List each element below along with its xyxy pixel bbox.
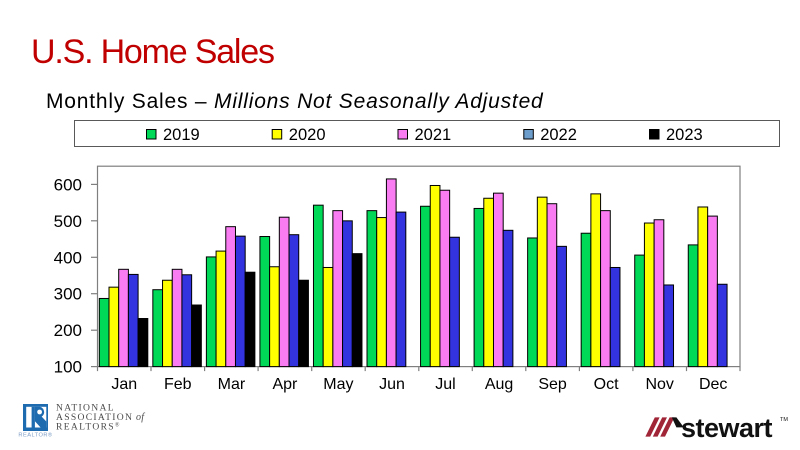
- svg-text:Nov: Nov: [645, 376, 673, 393]
- svg-text:Oct: Oct: [594, 376, 619, 393]
- svg-text:stewart: stewart: [681, 413, 773, 443]
- svg-text:2020: 2020: [289, 126, 326, 144]
- svg-text:Feb: Feb: [164, 376, 192, 393]
- svg-text:200: 200: [54, 321, 82, 340]
- svg-text:2019: 2019: [163, 126, 200, 144]
- svg-text:REALTOR®: REALTOR®: [18, 432, 52, 439]
- svg-text:Mar: Mar: [218, 376, 246, 393]
- svg-text:NATIONAL: NATIONAL: [56, 403, 115, 414]
- svg-text:2022: 2022: [540, 126, 577, 144]
- svg-text:May: May: [323, 376, 353, 393]
- svg-text:REALTORS®: REALTORS®: [56, 422, 121, 433]
- svg-text:Jul: Jul: [435, 376, 455, 393]
- svg-text:Jan: Jan: [111, 376, 137, 393]
- svg-text:500: 500: [54, 212, 82, 231]
- svg-text:Apr: Apr: [272, 376, 298, 393]
- svg-text:2021: 2021: [415, 126, 452, 144]
- svg-text:ASSOCIATION of: ASSOCIATION of: [56, 412, 145, 423]
- svg-text:Jun: Jun: [379, 376, 405, 393]
- svg-text:Sep: Sep: [538, 376, 567, 393]
- svg-text:2023: 2023: [666, 126, 703, 144]
- svg-text:TM: TM: [780, 417, 788, 423]
- svg-text:100: 100: [54, 358, 82, 377]
- svg-text:400: 400: [54, 248, 82, 267]
- svg-text:Dec: Dec: [699, 376, 727, 393]
- svg-text:Aug: Aug: [485, 376, 513, 393]
- svg-text:600: 600: [54, 175, 82, 194]
- svg-text:300: 300: [54, 285, 82, 304]
